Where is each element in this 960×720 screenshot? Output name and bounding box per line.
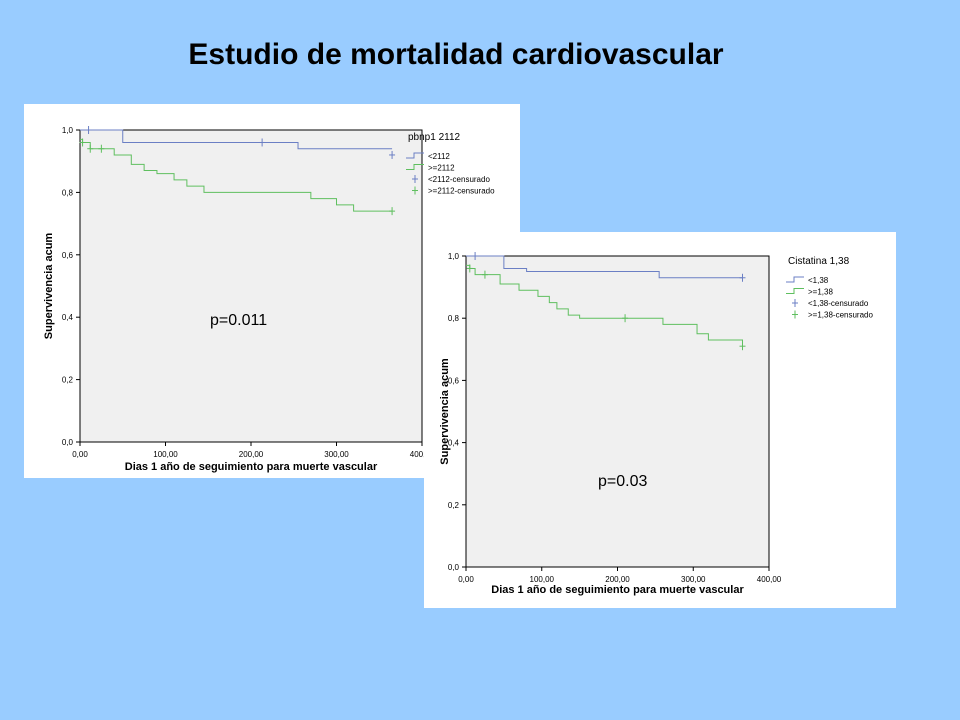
censor-mark — [622, 314, 629, 323]
y-tick-label: 0,8 — [62, 188, 74, 197]
slide-title: Estudio de mortalidad cardiovascular — [188, 38, 724, 71]
x-tick-label: 400,00 — [757, 575, 782, 584]
x-tick-label: 400,00 — [410, 450, 435, 459]
y-tick-label: 1,0 — [62, 126, 74, 135]
legend-label: <2112-censurado — [428, 175, 490, 184]
km-chart-cistatina-svg: 0,0 0,2 0,4 0,6 0,8 1,0 0,00 100,00 200,00 300,00… — [439, 252, 873, 596]
censor-mark — [472, 252, 479, 260]
series-line — [466, 264, 743, 347]
censor-mark — [389, 207, 396, 216]
series-line — [466, 255, 743, 279]
legend-label: >=1,38-censurado — [808, 311, 873, 320]
legend-label: >=2112-censurado — [428, 187, 495, 196]
legend-label: >=1,38 — [808, 288, 833, 297]
censor-mark — [481, 270, 488, 279]
series-marks — [466, 252, 746, 351]
legend-censor-symbol — [412, 186, 418, 195]
legend-title: pbnp1 2112 — [408, 132, 461, 143]
legend-censor-symbol — [792, 299, 798, 307]
legend-label: <1,38-censurado — [808, 299, 869, 308]
y-tick-label: 0,4 — [62, 313, 74, 322]
y-axis-label: Supervivencia acum — [43, 233, 55, 340]
plot-area — [79, 129, 423, 443]
y-tick-label: 0,2 — [448, 501, 460, 510]
legend: <1,38 >=1,38 <1,38-censurado >=1,38-censura… — [786, 276, 873, 320]
y-axis-label: Supervivencia acum — [439, 358, 451, 465]
x-axis-label: Dias 1 año de seguimiento para muerte va… — [491, 584, 744, 596]
axes: 0,0 0,2 0,4 0,6 0,8 1,0 0,00 100,00 200,00 300,00… — [62, 126, 435, 459]
x-tick-label: 300,00 — [681, 575, 706, 584]
censor-mark — [85, 126, 92, 134]
y-tick-label: 0,6 — [448, 376, 460, 385]
y-tick-label: 0,2 — [62, 376, 74, 385]
censor-mark — [87, 144, 94, 153]
censor-mark — [389, 150, 396, 159]
legend-censor-symbol — [412, 175, 418, 183]
censor-mark — [739, 342, 746, 351]
km-chart-pbnp-svg: 0,0 0,2 0,4 0,6 0,8 1,0 0,00 100,00 200,00 300,00… — [43, 126, 495, 473]
legend-censor-symbol — [792, 310, 798, 319]
axes: 0,0 0,2 0,4 0,6 0,8 1,0 0,00 100,00 200,00 300,00… — [448, 252, 782, 584]
x-tick-label: 200,00 — [239, 450, 264, 459]
x-tick-label: 100,00 — [530, 575, 555, 584]
x-tick-label: 100,00 — [153, 450, 178, 459]
x-tick-label: 300,00 — [324, 450, 349, 459]
censor-mark — [79, 138, 86, 147]
series-marks — [79, 126, 396, 216]
legend-line-symbol — [786, 288, 804, 294]
censor-mark — [466, 264, 473, 273]
y-tick-label: 0,8 — [448, 314, 460, 323]
legend-label: <1,38 — [808, 276, 829, 285]
p-value-annotation: p=0.011 — [210, 312, 268, 329]
censor-mark — [259, 138, 266, 147]
km-chart-cistatina: 0,0 0,2 0,4 0,6 0,8 1,0 0,00 100,00 200,00 300,00… — [424, 232, 896, 608]
censor-mark — [98, 144, 105, 153]
legend: <2112 >=2112 <2112-censurado >=2112-censura… — [406, 152, 495, 196]
y-tick-label: 0,6 — [62, 251, 74, 260]
legend-line-symbol — [406, 164, 424, 170]
legend-label: >=2112 — [428, 164, 455, 173]
series-line — [80, 129, 393, 150]
legend-title: Cistatina 1,38 — [788, 256, 850, 267]
legend-line-symbol — [786, 276, 804, 283]
x-axis-label: Dias 1 año de seguimiento para muerte va… — [125, 461, 378, 473]
y-tick-label: 1,0 — [448, 252, 460, 261]
p-value-annotation: p=0.03 — [598, 473, 648, 490]
censor-mark — [739, 273, 746, 282]
y-tick-label: 0,4 — [448, 439, 460, 448]
x-tick-label: 0,00 — [72, 450, 88, 459]
y-tick-label: 0,0 — [448, 563, 460, 572]
legend-label: <2112 — [428, 152, 450, 161]
legend-line-symbol — [406, 152, 424, 159]
y-tick-label: 0,0 — [62, 438, 74, 447]
plot-area — [465, 255, 770, 568]
x-tick-label: 200,00 — [605, 575, 630, 584]
x-tick-label: 0,00 — [458, 575, 474, 584]
